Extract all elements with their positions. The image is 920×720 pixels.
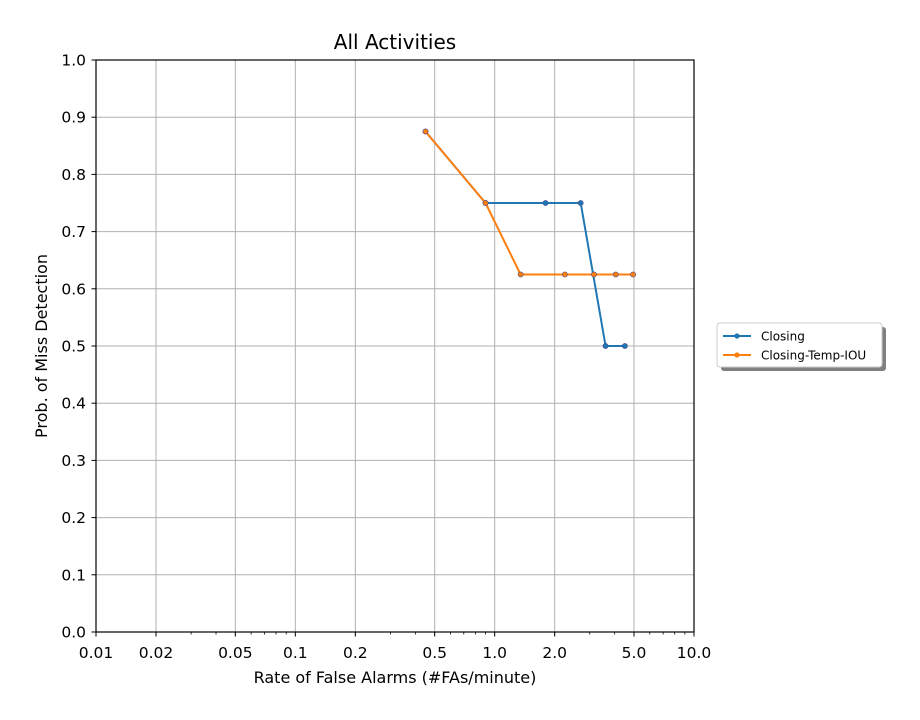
chart-title: All Activities	[334, 30, 456, 54]
x-tick-label: 2.0	[542, 644, 567, 662]
y-tick-label: 1.0	[61, 52, 86, 70]
x-axis-ticks: 0.01 0.02 0.05 0.1 0.2 0.5 1.0 2.0 5.0 10.0	[79, 632, 712, 662]
series-1	[422, 128, 637, 278]
y-tick-label: 0.9	[61, 109, 86, 127]
series-point	[591, 271, 597, 278]
series-point	[517, 271, 524, 278]
series-line	[424, 130, 625, 347]
legend-label: Closing	[761, 330, 805, 344]
series-point	[561, 271, 568, 278]
y-tick-label: 0.0	[61, 624, 86, 642]
x-tick-label: 1.0	[482, 644, 507, 662]
x-tick-label: 0.5	[422, 644, 447, 662]
y-tick-label: 0.7	[61, 223, 86, 241]
plot-series	[422, 128, 637, 349]
legend-marker	[734, 352, 740, 358]
series-point	[542, 200, 549, 206]
y-axis-label: Prob. of Miss Detection	[32, 254, 51, 438]
x-tick-label: 0.02	[139, 644, 174, 662]
y-tick-label: 0.4	[61, 395, 86, 413]
legend-marker	[734, 333, 740, 339]
x-tick-label: 0.1	[283, 644, 308, 662]
x-axis-label: Rate of False Alarms (#FAs/minute)	[254, 668, 537, 687]
series-point	[621, 343, 628, 349]
legend-label: Closing-Temp-IOU	[761, 349, 866, 363]
series-0	[422, 128, 628, 349]
y-tick-label: 0.8	[61, 166, 86, 184]
x-tick-label: 5.0	[622, 644, 647, 662]
x-tick-label: 0.2	[343, 644, 368, 662]
series-point	[612, 271, 619, 278]
series-point	[482, 200, 489, 206]
y-tick-label: 0.5	[61, 338, 86, 356]
series-point	[602, 343, 609, 349]
plot-frame	[95, 59, 695, 633]
series-point	[577, 200, 584, 206]
x-tick-label: 0.05	[218, 644, 253, 662]
y-tick-label: 0.6	[61, 280, 86, 298]
legend-box	[716, 322, 883, 368]
y-tick-label: 0.2	[61, 509, 86, 527]
x-tick-label: 10.0	[677, 644, 712, 662]
y-tick-label: 0.1	[61, 566, 86, 584]
y-tick-label: 0.3	[61, 452, 86, 470]
series-point	[422, 128, 429, 135]
series-point	[630, 271, 637, 278]
y-axis-ticks: 0.0 0.1 0.2 0.3 0.4 0.5 0.6 0.7 0.8 0.9 1.0	[61, 52, 96, 642]
x-tick-label: 0.01	[79, 644, 114, 662]
legend: Closing Closing-Temp-IOU	[716, 322, 886, 371]
